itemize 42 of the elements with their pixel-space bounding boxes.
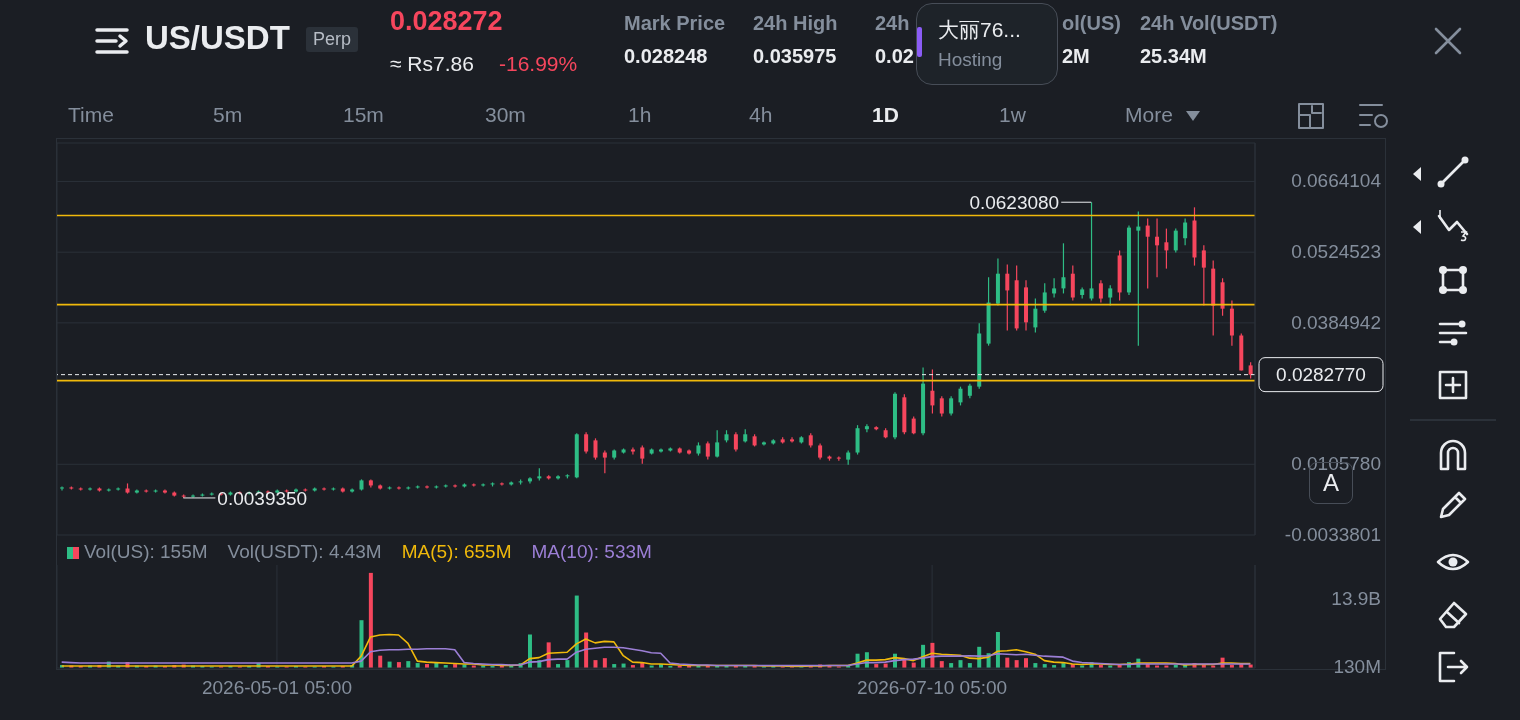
text: 1w <box>999 103 1026 127</box>
text: 15m <box>343 103 384 127</box>
text: 0.028248 <box>624 45 708 68</box>
text: 0.02 <box>875 45 914 68</box>
text: 1D <box>872 103 899 127</box>
legend-label: Vol(US): 155M <box>83 541 208 563</box>
text: Hosting <box>938 49 1003 71</box>
text: 0.035975 <box>753 45 837 68</box>
chart-title: US/USDT <box>145 19 290 57</box>
y-tick-label: 0.0664104 <box>1291 170 1382 192</box>
text: Perp <box>306 27 359 52</box>
y-tick-label: 130M <box>1333 656 1381 678</box>
text: 24h High <box>753 12 838 35</box>
text: 24h Vol(USDT) <box>1140 12 1278 35</box>
text: Mark Price <box>624 12 726 35</box>
y-tick-label: 0.0524523 <box>1291 241 1381 263</box>
ref-line-label: 0.0282770 <box>1276 363 1366 385</box>
text: 大丽76... <box>938 17 1021 43</box>
y-tick-label: 13.9B <box>1331 588 1381 610</box>
x-tick-label: 2026-05-01 05:00 <box>201 677 352 698</box>
text: MA(10): 533M <box>531 541 652 563</box>
text: Time <box>68 103 114 127</box>
text: 24h <box>875 12 910 35</box>
y-tick-label: 0.0384942 <box>1291 311 1381 333</box>
text: ≈ Rs7.86 <box>390 52 474 76</box>
text: Vol(USDT): 4.43M <box>227 541 382 563</box>
text: 2M <box>1062 45 1090 68</box>
text: 0.028272 <box>390 6 503 37</box>
text: 1h <box>628 103 652 127</box>
text: ol(US) <box>1062 12 1121 35</box>
annotation: 0.0039350 <box>217 487 308 509</box>
x-tick-label: 2026-07-10 05:00 <box>857 677 1008 698</box>
text: 4h <box>749 103 773 127</box>
y-tick-label: 0.0105780 <box>1291 453 1381 475</box>
annotation: 0.0623080 <box>969 192 1060 214</box>
text: 5m <box>213 103 243 127</box>
y-tick-label: -0.0033801 <box>1284 524 1381 545</box>
text: 30m <box>485 103 526 127</box>
text: 25.34M <box>1140 45 1207 68</box>
text: -16.99% <box>499 52 578 76</box>
text: More <box>1125 103 1173 127</box>
text: MA(5): 655M <box>401 541 512 563</box>
